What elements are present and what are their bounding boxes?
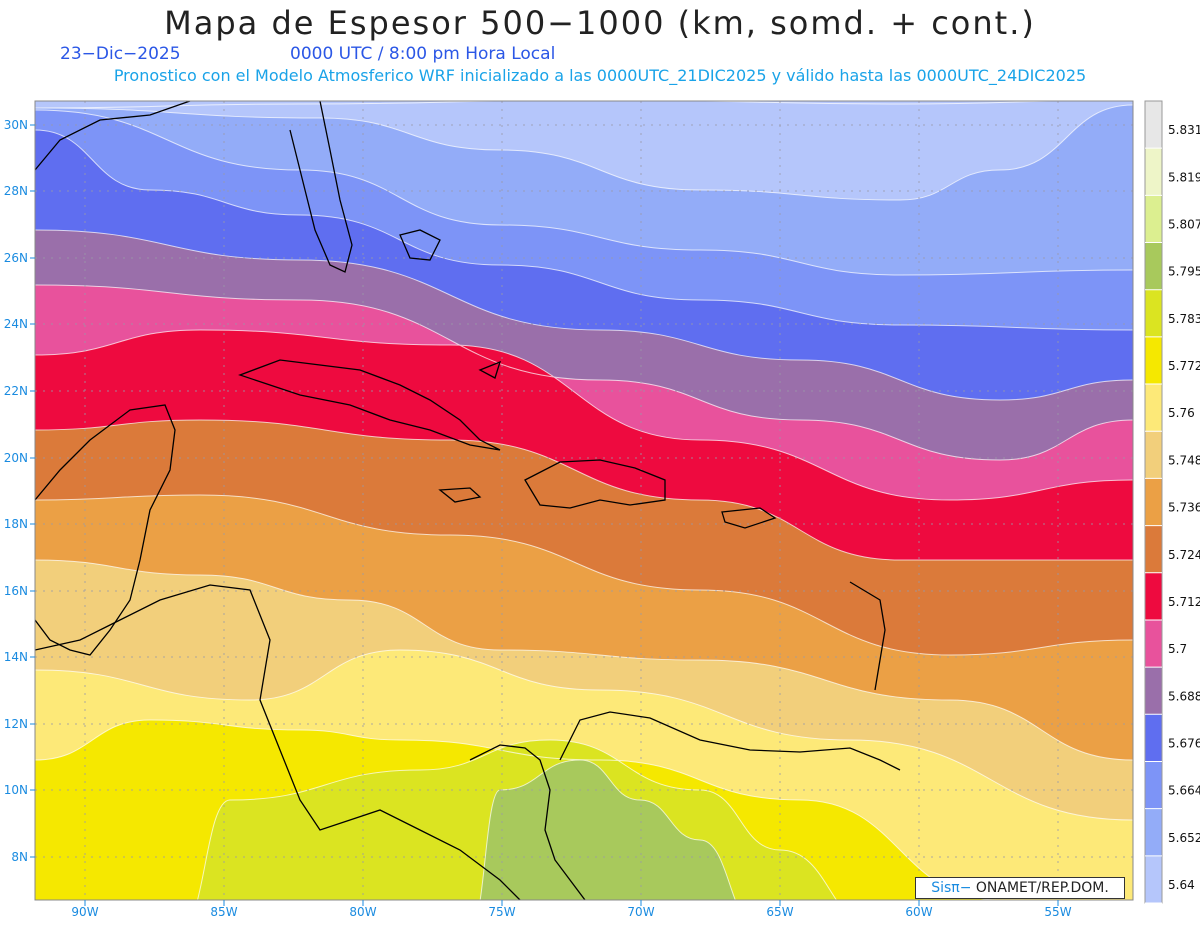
- colorbar-label: 5.736: [1168, 501, 1200, 515]
- coastline-segment: [289, 101, 353, 273]
- colorbar-label: 5.712: [1168, 595, 1200, 609]
- map-title: Mapa de Espesor 500−1000 (km, somd. + co…: [164, 4, 1036, 42]
- coastline-segment: [399, 229, 441, 261]
- coastlines: [35, 101, 901, 900]
- credit-org: ONAMET/REP.DOM.: [975, 880, 1109, 896]
- lat-label: 24N: [4, 317, 28, 331]
- lat-label: 10N: [4, 783, 28, 797]
- colorbar-label: 5.748: [1168, 453, 1200, 467]
- forecast-time: 0000 UTC / 8:00 pm Hora Local: [290, 44, 556, 64]
- colorbar-label: 5.7: [1168, 642, 1187, 656]
- colorbar-label: 5.676: [1168, 736, 1200, 750]
- lat-label: 8N: [11, 850, 28, 864]
- colorbar-label: 5.783: [1168, 312, 1200, 326]
- colorbar-label: 5.807: [1168, 218, 1200, 232]
- forecast-date: 23−Dic−2025: [60, 44, 181, 64]
- colorbar-label: 5.772: [1168, 359, 1200, 373]
- colorbar-swatch: [1145, 431, 1162, 479]
- coastline-segment: [35, 101, 191, 171]
- lon-label: 70W: [627, 905, 654, 919]
- colorbar-label: 5.795: [1168, 265, 1200, 279]
- coastline-segment: [849, 581, 886, 691]
- colorbar-swatch: [1145, 384, 1162, 432]
- colorbar-swatch: [1145, 242, 1162, 290]
- coastline-segment: [35, 404, 176, 656]
- thickness-contour: [35, 559, 1133, 761]
- thickness-contour: [35, 101, 1071, 109]
- thickness-contour: [35, 129, 1133, 331]
- coastline-segment: [35, 584, 521, 900]
- lon-label: 90W: [71, 905, 98, 919]
- lon-label: 85W: [210, 905, 237, 919]
- coastline-segment: [238, 359, 501, 451]
- colorbar-swatch: [1145, 619, 1162, 668]
- colorbar-label: 5.831: [1168, 123, 1200, 137]
- colorbar-label: 5.76: [1168, 406, 1195, 420]
- colorbar-swatch: [1145, 336, 1162, 385]
- credit-box: Sisπ− ONAMET/REP.DOM.: [915, 877, 1125, 899]
- colorbar-swatch: [1145, 478, 1162, 526]
- thickness-contour: [35, 109, 1133, 276]
- lat-label: 30N: [4, 118, 28, 132]
- colorbar-swatch: [1145, 572, 1162, 620]
- thickness-contour: [35, 284, 1133, 461]
- coastline-segment: [469, 744, 586, 900]
- thickness-contour: [35, 104, 1133, 201]
- colorbar-swatch: [1145, 148, 1162, 196]
- colorbar-label: 5.64: [1168, 878, 1195, 892]
- colorbar-swatch: [1145, 808, 1162, 856]
- thickness-contour: [35, 649, 1133, 821]
- model-description: Pronostico con el Modelo Atmosferico WRF…: [113, 66, 1087, 85]
- lat-label: 26N: [4, 251, 28, 265]
- lat-label: 18N: [4, 517, 28, 531]
- coastline-segment: [478, 360, 502, 379]
- thickness-contour: [35, 229, 1133, 401]
- lat-label: 12N: [4, 717, 28, 731]
- colorbar-label: 5.664: [1168, 784, 1200, 798]
- colorbar-swatch: [1145, 761, 1162, 809]
- lon-label: 60W: [905, 905, 932, 919]
- thickness-contour: [35, 419, 1133, 561]
- colorbar-swatch: [1145, 855, 1162, 903]
- credit-brand: Sisπ−: [931, 880, 972, 896]
- lon-label: 75W: [488, 905, 515, 919]
- lat-label: 16N: [4, 584, 28, 598]
- colorbar-swatch: [1145, 101, 1162, 149]
- lat-label: 22N: [4, 384, 28, 398]
- colorbar-label: 5.819: [1168, 170, 1200, 184]
- lat-label: 28N: [4, 184, 28, 198]
- lat-label: 14N: [4, 650, 28, 664]
- coastline-segment: [559, 711, 901, 771]
- colorbar-swatch: [1145, 714, 1162, 762]
- colorbar-label: 5.724: [1168, 548, 1200, 562]
- lon-label: 55W: [1044, 905, 1071, 919]
- coastline-segment: [524, 459, 666, 509]
- thickness-contour: [479, 759, 736, 900]
- thickness-contour: [197, 739, 838, 900]
- lon-label: 80W: [349, 905, 376, 919]
- lat-label: 20N: [4, 451, 28, 465]
- colorbar-label: 5.652: [1168, 831, 1200, 845]
- coastline-segment: [438, 487, 482, 503]
- thickness-band: [480, 760, 736, 900]
- colorbar-label: 5.688: [1168, 689, 1200, 703]
- colorbar-swatch: [1145, 289, 1162, 337]
- coastline-segment: [721, 507, 777, 529]
- thickness-contour: [35, 329, 1133, 501]
- colorbar-swatch: [1145, 525, 1162, 573]
- colorbar-swatch: [1145, 195, 1162, 243]
- thickness-contour: [35, 494, 1133, 656]
- map-frame: [34, 100, 1134, 901]
- colorbar: 5.831 5.819 5.807 5.795 5.783 5.772 5.76 5.748 5…: [1144, 100, 1200, 904]
- lon-label: 65W: [766, 905, 793, 919]
- colorbar-swatch: [1145, 667, 1162, 715]
